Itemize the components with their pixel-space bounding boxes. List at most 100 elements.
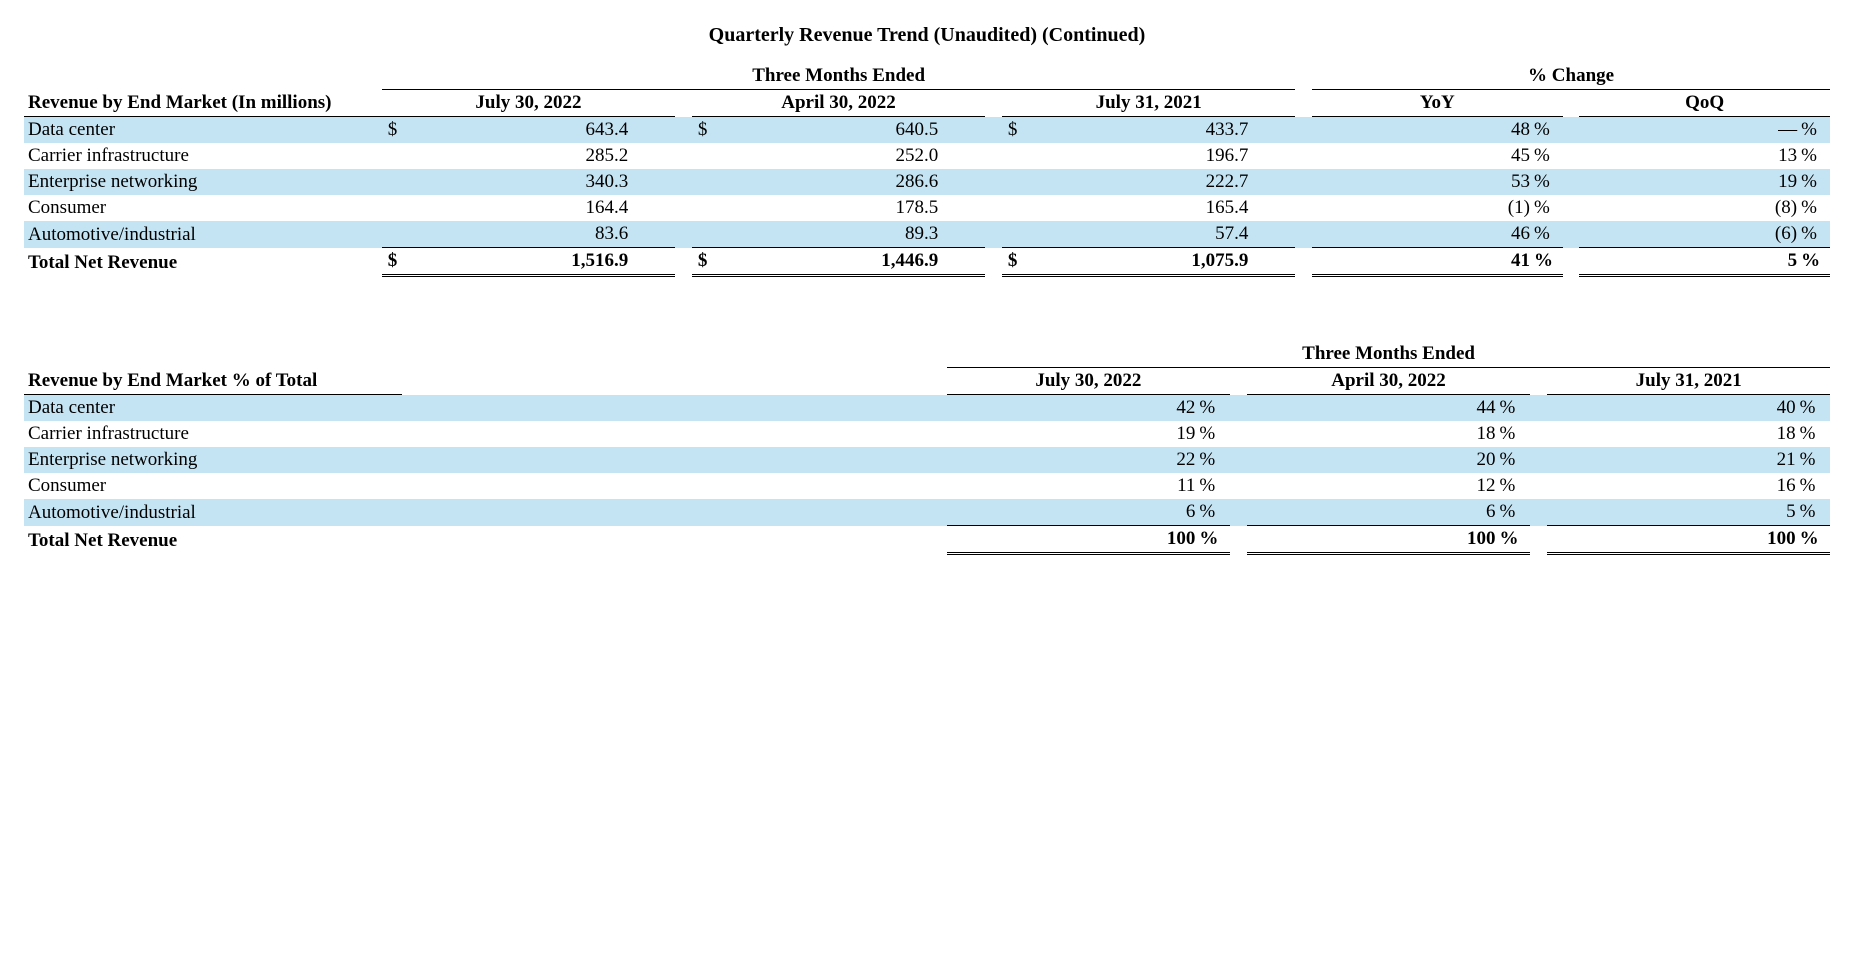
total-label: Total Net Revenue <box>24 526 402 554</box>
cell-value: 1,516.9 <box>410 248 632 276</box>
cell-value: 21 <box>1547 447 1799 473</box>
table-row: Consumer 164.4 178.5 165.4 (1)% (8)% <box>24 195 1830 221</box>
cell-value: 12 <box>1247 473 1499 499</box>
table-row: Data center 42 % 44 % 40 % <box>24 395 1830 422</box>
table-column-header-row: Revenue by End Market (In millions) July… <box>24 90 1830 117</box>
cell-value: 13 <box>1579 143 1801 169</box>
pct-symbol: % <box>1800 421 1830 447</box>
pct-symbol: % <box>1499 499 1529 526</box>
cell-value: 22 <box>947 447 1199 473</box>
col-qoq: QoQ <box>1579 90 1830 117</box>
pct-symbol: % <box>1800 473 1830 499</box>
cell-value: 83.6 <box>410 221 632 248</box>
pct-symbol: % <box>1800 526 1830 554</box>
cell-value: 643.4 <box>410 117 632 144</box>
super-header-three-months: Three Months Ended <box>947 341 1830 368</box>
cell-value: — <box>1579 117 1801 144</box>
row-label: Data center <box>24 395 402 422</box>
cell-value: 222.7 <box>1031 169 1253 195</box>
row-label: Automotive/industrial <box>24 221 382 248</box>
cell-value: (6) <box>1579 221 1801 248</box>
currency-symbol: $ <box>382 117 411 144</box>
pct-symbol: % <box>1801 169 1830 195</box>
cell-value: 433.7 <box>1031 117 1253 144</box>
super-header-pct-change: % Change <box>1312 63 1830 90</box>
cell-value: 164.4 <box>410 195 632 221</box>
cell-value: 44 <box>1247 395 1499 422</box>
col-period-2: April 30, 2022 <box>1247 368 1529 395</box>
pct-symbol: % <box>1801 195 1830 221</box>
row-label: Carrier infrastructure <box>24 143 382 169</box>
table-row: Automotive/industrial 83.6 89.3 57.4 46 … <box>24 221 1830 248</box>
cell-value: 1,446.9 <box>720 248 942 276</box>
col-period-1: July 30, 2022 <box>382 90 675 117</box>
cell-value: 40 <box>1547 395 1799 422</box>
cell-value: 165.4 <box>1031 195 1253 221</box>
cell-value: 100 <box>947 526 1199 554</box>
pct-symbol: % <box>1199 526 1229 554</box>
pct-symbol: % <box>1499 526 1529 554</box>
total-label: Total Net Revenue <box>24 248 382 276</box>
row-header-label: Revenue by End Market (In millions) <box>24 90 382 117</box>
pct-symbol: % <box>1534 169 1563 195</box>
cell-value: 46 <box>1312 221 1534 248</box>
cell-value: 5 <box>1547 499 1799 526</box>
pct-symbol: % <box>1199 499 1229 526</box>
currency-symbol: $ <box>1002 117 1031 144</box>
cell-value: 53 <box>1312 169 1534 195</box>
cell-value: 178.5 <box>720 195 942 221</box>
pct-symbol: % <box>1800 395 1830 422</box>
pct-symbol: % <box>1199 421 1229 447</box>
table-super-header-row: Three Months Ended % Change <box>24 63 1830 90</box>
cell-value: 18 <box>1547 421 1799 447</box>
pct-symbol: % <box>1199 447 1229 473</box>
pct-symbol: % <box>1534 117 1563 144</box>
table-total-row: Total Net Revenue $1,516.9 $1,446.9 $1,0… <box>24 248 1830 276</box>
col-period-2: April 30, 2022 <box>692 90 985 117</box>
pct-symbol: % <box>1800 499 1830 526</box>
cell-value: 57.4 <box>1031 221 1253 248</box>
table-row: Enterprise networking 340.3 286.6 222.7 … <box>24 169 1830 195</box>
cell-value: 340.3 <box>410 169 632 195</box>
pct-symbol: % <box>1534 143 1563 169</box>
cell-value: 252.0 <box>720 143 942 169</box>
pct-symbol: % <box>1499 395 1529 422</box>
currency-symbol: $ <box>692 248 721 276</box>
pct-symbol: % <box>1801 143 1830 169</box>
cell-value: 42 <box>947 395 1199 422</box>
cell-value: 285.2 <box>410 143 632 169</box>
cell-value: 48 <box>1312 117 1534 144</box>
page-title: Quarterly Revenue Trend (Unaudited) (Con… <box>24 24 1830 47</box>
cell-value: 196.7 <box>1031 143 1253 169</box>
row-label: Data center <box>24 117 382 144</box>
table-row: Consumer 11 % 12 % 16 % <box>24 473 1830 499</box>
cell-value: 19 <box>947 421 1199 447</box>
cell-value: 286.6 <box>720 169 942 195</box>
cell-value: 18 <box>1247 421 1499 447</box>
currency-symbol: $ <box>1002 248 1031 276</box>
col-period-3: July 31, 2021 <box>1002 90 1296 117</box>
pct-symbol: % <box>1499 421 1529 447</box>
cell-value: 6 <box>947 499 1199 526</box>
pct-symbol: % <box>1534 195 1563 221</box>
row-label: Enterprise networking <box>24 447 402 473</box>
table-row: Carrier infrastructure 285.2 252.0 196.7… <box>24 143 1830 169</box>
pct-symbol: % <box>1801 221 1830 248</box>
pct-symbol: % <box>1199 473 1229 499</box>
row-label: Enterprise networking <box>24 169 382 195</box>
cell-value: 41 <box>1312 248 1534 276</box>
pct-symbol: % <box>1801 248 1830 276</box>
row-label: Automotive/industrial <box>24 499 402 526</box>
cell-value: 100 <box>1247 526 1499 554</box>
table-super-header-row: Three Months Ended <box>24 341 1830 368</box>
table-column-header-row: Revenue by End Market % of Total July 30… <box>24 368 1830 395</box>
cell-value: 640.5 <box>720 117 942 144</box>
table-row: Carrier infrastructure 19 % 18 % 18 % <box>24 421 1830 447</box>
table-row: Automotive/industrial 6 % 6 % 5 % <box>24 499 1830 526</box>
table-row: Data center $643.4 $640.5 $433.7 48 % — … <box>24 117 1830 144</box>
cell-value: (8) <box>1579 195 1801 221</box>
row-label: Consumer <box>24 195 382 221</box>
cell-value: 45 <box>1312 143 1534 169</box>
cell-value: 16 <box>1547 473 1799 499</box>
cell-value: 100 <box>1547 526 1799 554</box>
